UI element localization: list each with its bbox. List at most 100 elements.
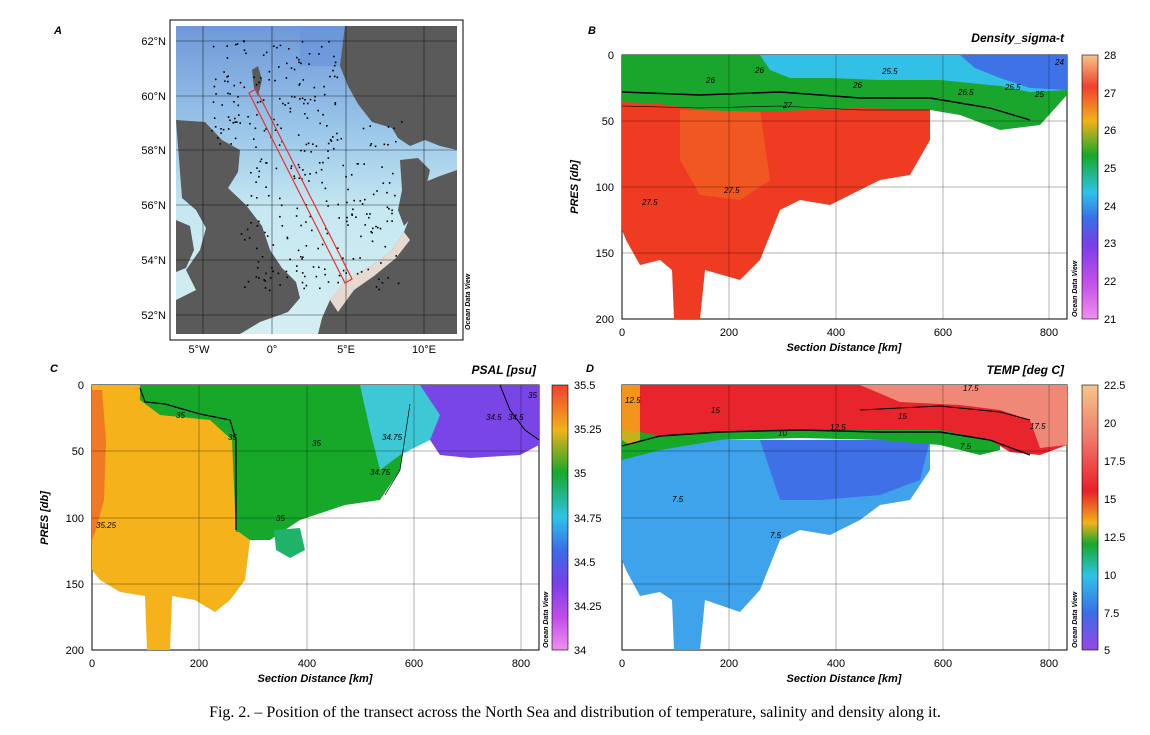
station-dot — [395, 140, 397, 143]
station-dot — [227, 92, 229, 95]
station-dot — [381, 166, 383, 168]
grid — [92, 385, 539, 650]
station-dot — [342, 257, 344, 259]
station-dot — [337, 203, 339, 206]
land-continent — [318, 170, 457, 334]
section-warm-pocket — [622, 385, 640, 445]
station-dot — [227, 80, 229, 83]
station-dot — [371, 231, 373, 234]
station-dot — [370, 230, 372, 233]
station-dot — [401, 121, 403, 123]
colorbar-tick: 35.25 — [574, 424, 602, 436]
contour-label: 34.5 — [508, 413, 524, 422]
station-dot — [368, 216, 370, 219]
station-dot — [309, 173, 311, 175]
station-dot — [333, 75, 336, 78]
station-dot — [394, 194, 396, 197]
station-dot — [347, 224, 349, 226]
station-dot — [338, 217, 340, 219]
station-dot — [327, 205, 329, 207]
station-dot — [273, 45, 275, 47]
station-dot — [213, 117, 216, 119]
station-dot — [302, 169, 304, 171]
station-dot — [233, 84, 236, 87]
station-dot — [289, 258, 291, 261]
station-dot — [397, 282, 400, 285]
station-dot — [324, 187, 327, 190]
x-tick: 400 — [827, 327, 845, 339]
station-dot — [253, 76, 255, 78]
station-dot — [342, 269, 345, 272]
chart-title: Density_sigma-t — [971, 31, 1065, 45]
contour-label: 26 — [705, 76, 715, 85]
station-dot — [280, 127, 282, 130]
x-tick: 0 — [619, 658, 625, 670]
station-dot — [299, 83, 301, 85]
station-dot — [369, 144, 372, 147]
station-dot — [364, 198, 366, 201]
station-dot — [265, 186, 267, 188]
station-dot — [268, 79, 270, 81]
station-dot — [212, 101, 215, 103]
station-dot — [239, 81, 242, 84]
station-dot — [320, 168, 323, 171]
station-dot — [325, 200, 328, 202]
station-dot — [227, 116, 230, 118]
x-tick: 600 — [934, 327, 952, 339]
station-dot — [346, 216, 348, 219]
station-dot — [259, 100, 262, 103]
y-tick: 150 — [66, 579, 84, 591]
isohaline — [139, 387, 237, 530]
station-dot — [258, 277, 260, 279]
station-dot — [258, 170, 261, 173]
y-tick: 50 — [602, 116, 614, 128]
panel-a-label: A — [53, 25, 62, 37]
land-norway — [340, 26, 457, 150]
station-dot — [301, 258, 303, 260]
colorbar-tick: 27 — [1104, 88, 1116, 100]
station-dot — [264, 287, 267, 289]
station-dot — [258, 81, 261, 84]
station-dot — [388, 208, 390, 210]
station-dot — [229, 119, 231, 122]
station-dot — [257, 261, 260, 263]
station-dot — [329, 138, 332, 141]
section-west-margin — [92, 390, 106, 540]
station-dot — [304, 113, 306, 115]
station-dot — [289, 111, 292, 113]
station-dot — [312, 266, 315, 268]
station-dot — [377, 226, 379, 229]
station-dot — [296, 265, 298, 267]
y-tick: 50 — [72, 446, 84, 458]
y-axis-label: PRES [db] — [569, 160, 581, 214]
station-dot — [362, 127, 365, 130]
station-dot — [286, 62, 288, 65]
station-dot — [224, 80, 226, 82]
station-dot — [279, 97, 281, 100]
station-dot — [378, 288, 380, 291]
station-dot — [295, 215, 298, 217]
station-dot — [351, 214, 353, 216]
station-dot — [297, 134, 300, 136]
station-dot — [244, 239, 246, 241]
station-dot — [323, 85, 325, 88]
station-dot — [386, 206, 389, 208]
station-dot — [250, 195, 253, 197]
land-ireland — [176, 220, 194, 272]
station-dot — [308, 63, 310, 65]
station-dot — [332, 136, 334, 138]
station-dot — [260, 158, 263, 161]
station-dot — [304, 275, 306, 278]
station-dot — [355, 216, 357, 218]
station-dot — [392, 172, 394, 175]
station-dot — [351, 213, 353, 215]
station-dot — [372, 227, 374, 230]
watermark: Ocean Data View — [543, 591, 550, 648]
colorbar-tick: 26 — [1104, 125, 1116, 137]
station-dot — [276, 123, 279, 126]
station-dot — [248, 237, 251, 239]
colorbar-tick: 34.25 — [574, 601, 602, 613]
station-dot — [289, 107, 292, 110]
colorbar — [1081, 384, 1099, 651]
station-dot — [333, 147, 335, 150]
